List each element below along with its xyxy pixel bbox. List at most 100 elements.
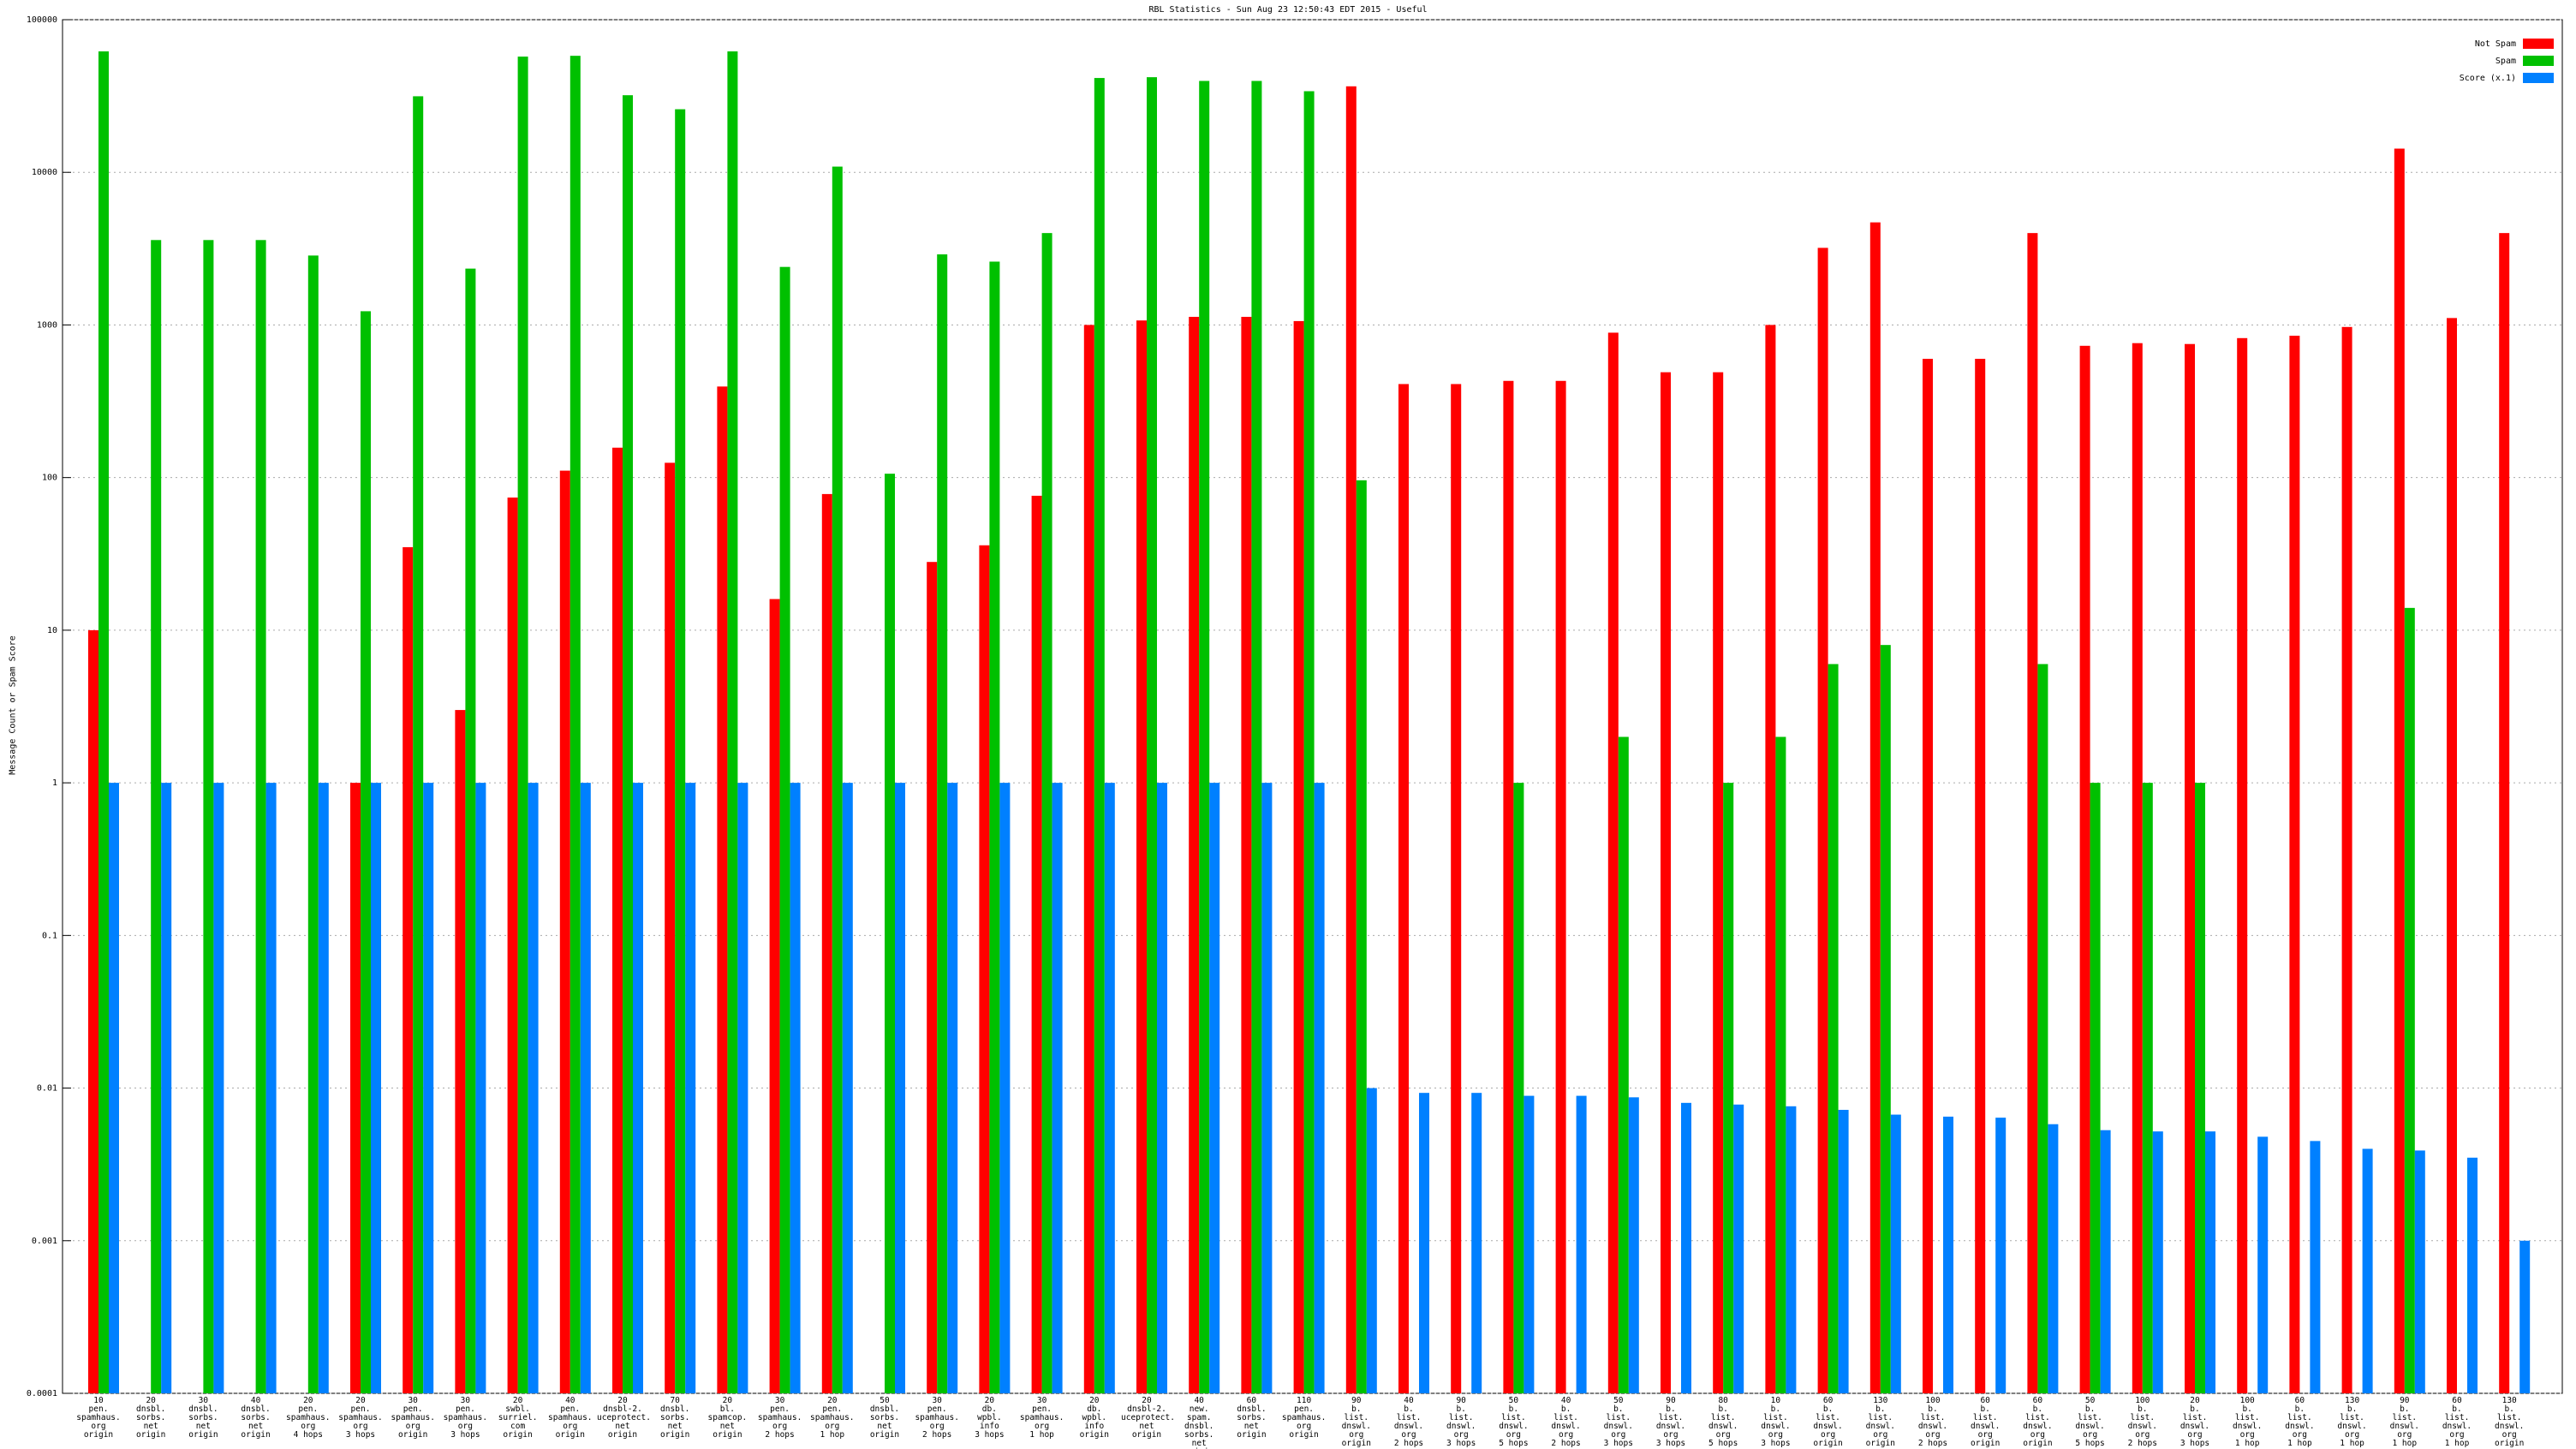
- bar: [2447, 318, 2457, 1393]
- bar: [2499, 233, 2510, 1393]
- bar: [318, 783, 329, 1393]
- bar: [2289, 336, 2300, 1393]
- bar: [2467, 1157, 2478, 1393]
- bar: [475, 783, 486, 1393]
- bar: [265, 783, 277, 1393]
- bar: [2132, 343, 2143, 1394]
- bar: [1303, 91, 1315, 1394]
- bar: [1345, 86, 1357, 1394]
- x-tick-label: 50 b. list. dnswl. org 5 hops: [2075, 1396, 2105, 1448]
- bar: [665, 462, 676, 1393]
- bar: [580, 783, 591, 1393]
- x-tick-label: 20 dnsbl-2. uceprotect. net origin: [1121, 1396, 1175, 1440]
- bar: [1733, 1104, 1744, 1393]
- bar: [402, 546, 414, 1393]
- bar: [1261, 783, 1273, 1393]
- bar: [1513, 783, 1524, 1393]
- bar: [989, 261, 1000, 1394]
- bar: [307, 255, 319, 1393]
- legend-swatch: [2523, 39, 2554, 49]
- x-tick-label: 70 dnsbl. sorbs. net origin: [660, 1396, 690, 1440]
- bar: [633, 783, 643, 1393]
- x-tick-label: 60 b. list. dnswl. org origin: [1813, 1396, 1843, 1448]
- bar: [1419, 1093, 1429, 1393]
- legend-label: Score (x.1): [2460, 74, 2516, 83]
- bar: [423, 783, 434, 1393]
- bar: [717, 386, 728, 1393]
- x-tick-label: 60 b. list. dnswl. org 1 hop: [2442, 1396, 2472, 1448]
- x-tick-label: 100 b. list. dnswl. org 1 hop: [2233, 1396, 2263, 1448]
- x-tick-label: 90 b. list. dnswl. org 3 hops: [1446, 1396, 1476, 1448]
- bar: [675, 109, 686, 1394]
- legend-label: Not Spam: [2475, 39, 2516, 49]
- bar: [937, 254, 948, 1393]
- bar: [1356, 480, 1367, 1393]
- bar: [979, 545, 990, 1393]
- bar: [2100, 1130, 2111, 1393]
- bar: [769, 599, 780, 1393]
- bar: [203, 240, 214, 1394]
- x-tick-label: 30 pen. spamhaus. org 3 hops: [443, 1396, 488, 1440]
- bar: [1923, 358, 1933, 1394]
- bar: [161, 783, 172, 1393]
- bar: [1880, 645, 1891, 1393]
- bar: [2404, 607, 2415, 1393]
- bar: [1241, 316, 1252, 1394]
- bar: [1524, 1095, 1535, 1393]
- bar: [255, 240, 266, 1394]
- bar: [1104, 783, 1115, 1393]
- x-tick-label: 130 b. list. dnswl. org 1 hop: [2337, 1396, 2367, 1448]
- bar: [685, 783, 696, 1393]
- bar: [1786, 1106, 1797, 1393]
- bar: [1314, 783, 1325, 1393]
- bar: [999, 783, 1011, 1393]
- x-tick-label: 110 pen. spamhaus. org origin: [1281, 1396, 1327, 1440]
- bar: [109, 783, 119, 1393]
- x-tick-label: 90 b. list. dnswl. org 3 hops: [1655, 1396, 1686, 1448]
- bar: [1136, 320, 1147, 1393]
- y-tick-label: 1: [52, 778, 57, 788]
- x-tick-label: 60 dnsbl. sorbs. net origin: [1237, 1396, 1267, 1440]
- y-tick-label: 1000: [37, 320, 57, 330]
- x-tick-label: 20 pen. spamhaus. org 3 hops: [338, 1396, 383, 1440]
- x-tick-label: 100 b. list. dnswl. org 2 hops: [2127, 1396, 2157, 1448]
- x-tick-label: 90 b. list. dnswl. org 1 hop: [2389, 1396, 2419, 1448]
- x-tick-label: 40 b. list. dnswl. org 2 hops: [1393, 1396, 1424, 1448]
- bar: [559, 470, 570, 1393]
- bar: [2195, 783, 2205, 1393]
- bar: [88, 629, 98, 1393]
- bar: [507, 497, 518, 1394]
- bar: [2027, 233, 2038, 1393]
- bar: [2237, 337, 2248, 1394]
- x-tick-label: 40 b. list. dnswl. org 2 hops: [1551, 1396, 1581, 1448]
- y-axis-label: Message Count or Spam Score: [8, 635, 18, 775]
- bar: [1576, 1095, 1587, 1393]
- x-tick-label: 20 pen. spamhaus. org 4 hops: [286, 1396, 331, 1440]
- bar: [1607, 332, 1619, 1394]
- x-tick-label: 20 pen. spamhaus. org 1 hop: [810, 1396, 855, 1440]
- y-tick-label: 100: [42, 474, 57, 483]
- bar: [1052, 783, 1063, 1393]
- bar: [1293, 320, 1304, 1394]
- bar: [2414, 1150, 2425, 1393]
- bar: [2037, 664, 2048, 1393]
- bar: [737, 783, 748, 1393]
- bar: [1031, 495, 1042, 1393]
- x-tick-label: 30 pen. spamhaus. org origin: [391, 1396, 435, 1440]
- x-tick-label: 50 b. list. dnswl. org 5 hops: [1499, 1396, 1529, 1448]
- x-tick-label: 40 new. spam. dnsbl. sorbs. net origin: [1184, 1396, 1214, 1449]
- bar: [1147, 77, 1157, 1393]
- bar: [455, 710, 466, 1393]
- x-tick-label: 60 b. list. dnswl. org 1 hop: [2285, 1396, 2315, 1448]
- x-tick-label: 20 dnsbl. sorbs. net origin: [136, 1396, 166, 1440]
- bar: [1828, 664, 1839, 1393]
- bar: [947, 783, 958, 1393]
- bar: [1765, 325, 1776, 1393]
- bar: [2257, 1136, 2269, 1393]
- bar: [1451, 384, 1462, 1393]
- bar: [1723, 783, 1734, 1393]
- x-tick-label: 130 b. list. dnswl. org origin: [1865, 1396, 1895, 1448]
- bar: [2341, 326, 2352, 1393]
